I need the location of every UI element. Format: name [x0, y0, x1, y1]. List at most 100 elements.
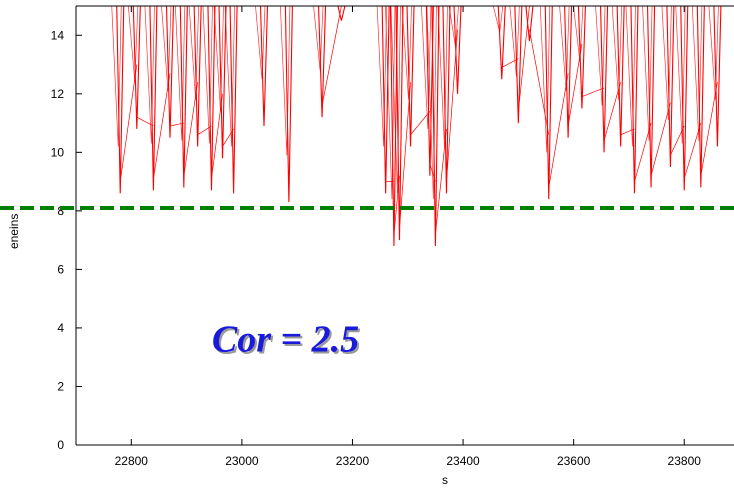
dip-23	[525, 5, 534, 42]
dip-1	[132, 5, 141, 129]
dip-detail-10	[280, 5, 291, 156]
dip-detail-34	[708, 5, 719, 100]
dip-3	[165, 5, 175, 138]
dip-link-18	[435, 128, 447, 235]
dip-11	[318, 5, 327, 118]
x-tick-label-1: 23000	[225, 454, 259, 468]
dip-detail-9	[255, 5, 266, 80]
dip-link-1	[136, 116, 154, 127]
dip-30	[647, 5, 656, 188]
dip-detail-8	[224, 5, 235, 147]
series-red	[111, 5, 722, 246]
axes	[75, 5, 734, 446]
dip-detail-30	[642, 5, 653, 141]
dip-9	[259, 5, 269, 127]
dip-8	[229, 5, 238, 194]
dip-26	[577, 5, 586, 109]
y-tick-label-4: 8	[57, 204, 64, 218]
dip-33	[696, 5, 705, 188]
dip-link-23	[529, 29, 550, 135]
dip-7	[218, 5, 227, 159]
dip-18	[431, 5, 440, 246]
x-axis-label: s	[442, 473, 448, 487]
dip-detail-14	[385, 5, 396, 200]
dip-detail-6	[202, 5, 213, 144]
dip-detail-13	[376, 5, 387, 147]
dip-detail-5	[188, 5, 199, 100]
dip-link-33	[700, 82, 718, 176]
dip-4	[179, 5, 188, 188]
dip-24	[544, 5, 553, 200]
dip-link-11	[321, 5, 342, 106]
dip-link-30	[650, 102, 671, 176]
dip-32	[680, 5, 689, 191]
y-tick-label-2: 4	[57, 321, 64, 335]
dip-28	[616, 5, 625, 147]
dip-10	[284, 5, 293, 203]
dip-detail-2	[144, 5, 155, 144]
plot-background	[76, 6, 734, 445]
dip-detail-31	[661, 5, 672, 121]
y-tick-label-0: 0	[57, 438, 64, 452]
dip-link-3	[169, 122, 184, 127]
dip-20	[453, 5, 462, 94]
y-tick-label-1: 2	[57, 379, 64, 393]
dip-detail-16	[401, 5, 412, 100]
dip-detail-4	[174, 5, 186, 141]
dip-2	[149, 5, 158, 191]
dip-link-29	[634, 122, 652, 182]
x-tick-label-2: 23200	[336, 454, 370, 468]
dip-detail-18	[426, 5, 437, 200]
dip-22	[514, 5, 523, 124]
dip-link-2	[153, 73, 171, 179]
dip-31	[666, 5, 675, 167]
dip-detail-27	[595, 5, 606, 106]
dip-25	[564, 5, 573, 138]
dip-link-0	[119, 64, 138, 182]
dip-link-7	[222, 128, 234, 147]
x-tick-label-4: 23600	[557, 454, 591, 468]
dip-19	[442, 5, 451, 194]
dip-detail-32	[675, 5, 686, 144]
annotation-shadow: Cor = 2.5	[214, 320, 361, 362]
dip-link-21	[501, 58, 519, 68]
dip-link-25	[567, 43, 583, 127]
dip-12	[337, 5, 346, 21]
dip-6	[207, 5, 216, 191]
dip-detail-20	[448, 5, 459, 48]
dip-0	[116, 5, 125, 194]
dip-link-4	[183, 82, 198, 176]
y-tick-label-7: 14	[51, 28, 65, 42]
dip-link-15	[399, 82, 411, 229]
dip-29	[630, 5, 639, 194]
dip-detail-0	[111, 5, 122, 147]
y-tick-label-6: 12	[51, 87, 65, 101]
annotation-cor: Cor = 2.5	[212, 318, 359, 360]
dip-15	[395, 5, 404, 241]
dip-detail-25	[559, 5, 570, 91]
y-tick-label-5: 10	[51, 145, 65, 159]
dip-detail-24	[539, 5, 551, 153]
dip-detail-28	[611, 5, 622, 100]
y-axis-label: eneins	[7, 214, 21, 249]
dip-link-32	[683, 122, 702, 179]
dip-link-24	[548, 73, 569, 188]
dip-27	[600, 5, 609, 153]
dip-link-19	[446, 29, 458, 182]
x-ticks: 22800 23000 23200 23400 23600 23800	[115, 6, 701, 468]
dip-34	[713, 5, 722, 147]
y-tick-label-3: 6	[57, 262, 64, 276]
dip-detail-33	[691, 5, 703, 141]
dip-link-6	[211, 93, 223, 179]
dip-detail-11	[313, 5, 324, 71]
dip-detail-22	[509, 5, 520, 77]
dip-link-14	[393, 175, 400, 235]
dip-link-17	[429, 163, 436, 182]
dip-13	[381, 5, 390, 194]
dip-16	[406, 5, 415, 147]
dip-link-31	[670, 125, 685, 156]
dip-link-22	[518, 5, 530, 112]
dip-link-28	[620, 128, 635, 136]
x-tick-label-3: 23400	[446, 454, 480, 468]
